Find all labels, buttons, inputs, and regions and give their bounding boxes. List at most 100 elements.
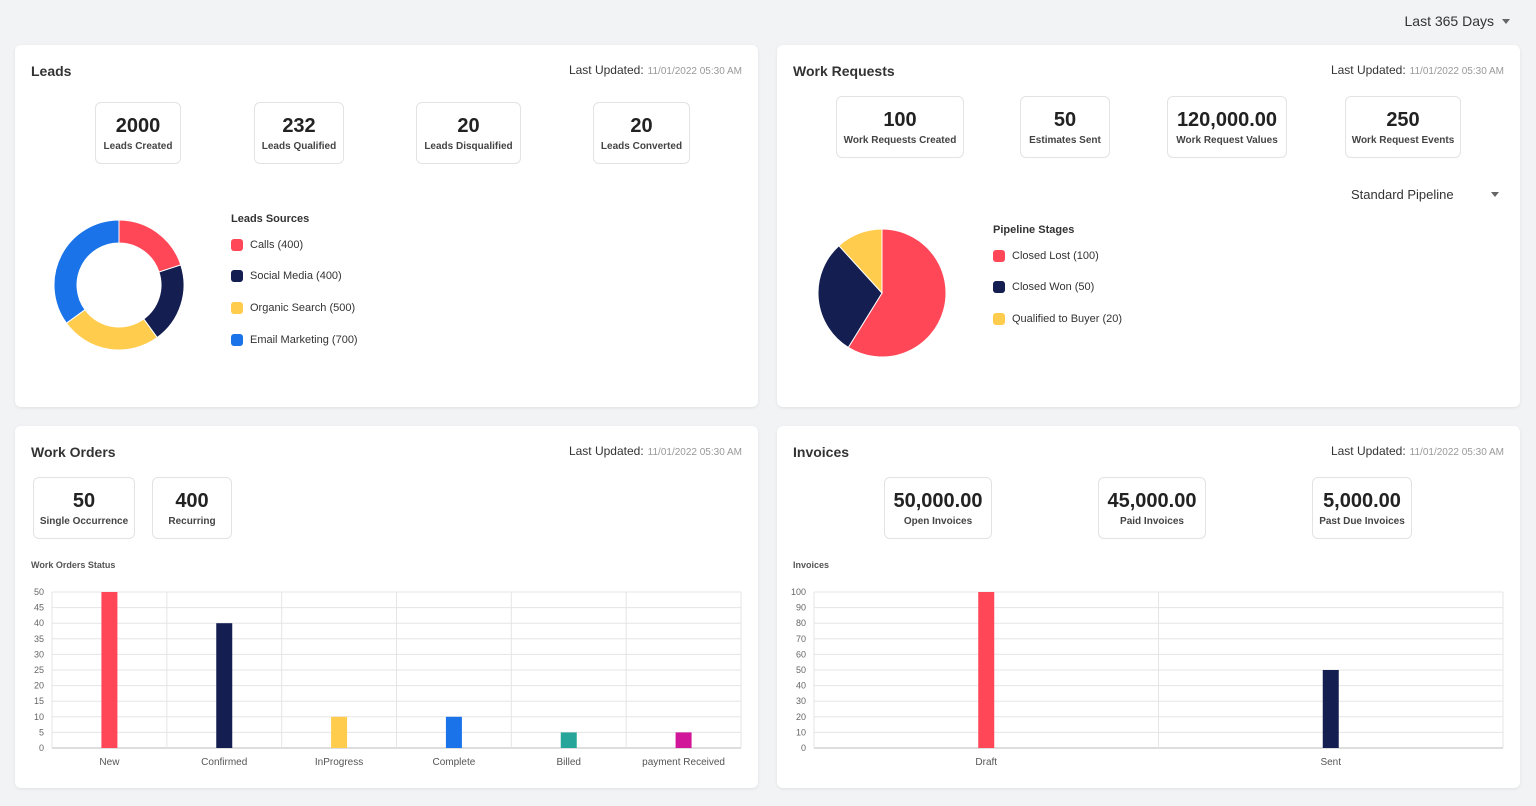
last-updated-time: 11/01/2022 05:30 AM <box>647 66 742 77</box>
x-tick-label: Complete <box>433 757 476 768</box>
invoices-card: Invoices Last Updated: 11/01/2022 05:30 A… <box>777 426 1520 788</box>
stat-value: 250 <box>1386 109 1420 131</box>
last-updated: Last Updated: 11/01/2022 05:30 AM <box>569 444 742 458</box>
last-updated-time: 11/01/2022 05:30 AM <box>1409 447 1504 458</box>
chart-label: Invoices <box>793 560 830 570</box>
stat-value: 50 <box>1053 109 1077 131</box>
leads-sources-donut-chart <box>53 219 185 351</box>
work-orders-status-bar-chart: 0 5 10 15 20 25 30 35 40 45 50 New Confirmed InProgre… <box>34 587 742 768</box>
y-tick-label: 60 <box>796 649 806 659</box>
legend-item-closed-lost: Closed Lost (100) <box>993 250 1099 262</box>
y-tick-label: 20 <box>34 681 44 691</box>
slice-closed-lost <box>847 228 947 358</box>
y-tick-label: 30 <box>796 696 806 706</box>
card-title: Leads <box>31 63 72 79</box>
legend-title: Pipeline Stages <box>993 224 1075 236</box>
chevron-down-icon <box>1491 192 1499 197</box>
legend-label: Social Media (400) <box>250 270 342 282</box>
slice-closed-won <box>817 244 883 349</box>
stat-value: 100 <box>883 109 917 131</box>
legend-item-email-marketing: Email Marketing (700) <box>231 334 358 346</box>
y-tick-label: 40 <box>796 681 806 691</box>
y-tick-label: 50 <box>34 587 44 597</box>
legend-label: Closed Won (50) <box>1012 281 1095 293</box>
y-tick-label: 45 <box>34 603 44 613</box>
pipeline-select-value: Standard Pipeline <box>1351 187 1454 202</box>
legend-label: Calls (400) <box>250 239 304 251</box>
swatch-yellow <box>231 302 243 314</box>
card-title: Work Requests <box>793 63 895 79</box>
work-requests-card: Work Requests Last Updated: 11/01/2022 05… <box>777 45 1520 407</box>
stat-past-due-invoices: 5,000.00 Past Due Invoices <box>1312 477 1412 539</box>
legend-label: Organic Search (500) <box>250 302 356 314</box>
stat-label: Work Request Events <box>1351 135 1455 146</box>
stat-label: Recurring <box>168 516 216 527</box>
legend-item-organic-search: Organic Search (500) <box>231 302 355 314</box>
stat-recurring: 400 Recurring <box>152 477 232 539</box>
x-tick-label: Confirmed <box>201 757 247 768</box>
stat-value: 5,000.00 <box>1323 490 1401 512</box>
x-tick-label: Draft <box>975 757 997 768</box>
slice-organic-search <box>65 308 158 351</box>
y-tick-label: 90 <box>796 603 806 613</box>
y-tick-label: 25 <box>34 665 44 675</box>
stat-work-requests-created: 100 Work Requests Created <box>836 96 964 158</box>
last-updated: Last Updated: 11/01/2022 05:30 AM <box>569 63 742 77</box>
y-tick-label: 50 <box>796 665 806 675</box>
stat-label: Past Due Invoices <box>1319 516 1405 527</box>
stat-work-request-values: 120,000.00 Work Request Values <box>1167 96 1287 158</box>
y-tick-label: 35 <box>34 634 44 644</box>
last-updated-label: Last Updated: <box>1330 444 1406 458</box>
x-tick-label: InProgress <box>315 757 363 768</box>
stat-label: Open Invoices <box>903 516 973 527</box>
legend-label: Closed Lost (100) <box>1012 250 1099 262</box>
x-tick-label: payment Received <box>642 757 725 768</box>
legend-title: Leads Sources <box>231 213 310 225</box>
date-range-label: Last 365 Days <box>1404 13 1495 29</box>
leads-card: Leads Last Updated: 11/01/2022 05:30 AM 2… <box>15 45 758 407</box>
last-updated: Last Updated: 11/01/2022 05:30 AM <box>1331 444 1504 458</box>
y-tick-label: 0 <box>801 743 806 753</box>
bar-confirmed <box>216 623 233 748</box>
x-tick-label: New <box>99 757 120 768</box>
stat-value: 120,000.00 <box>1176 109 1278 131</box>
x-tick-label: Sent <box>1320 757 1341 768</box>
y-tick-label: 40 <box>34 618 44 628</box>
stat-label: Single Occurrence <box>39 516 129 527</box>
y-tick-label: 5 <box>39 727 44 737</box>
pipeline-select[interactable]: Standard Pipeline <box>1351 187 1499 202</box>
legend-item-closed-won: Closed Won (50) <box>993 281 1094 293</box>
y-tick-label: 100 <box>791 587 806 597</box>
work-orders-card: Work Orders Last Updated: 11/01/2022 05:3… <box>15 426 758 788</box>
stat-label: Work Request Values <box>1176 135 1278 146</box>
stat-paid-invoices: 45,000.00 Paid Invoices <box>1098 477 1206 539</box>
stat-value: 45,000.00 <box>1107 490 1197 512</box>
y-tick-label: 10 <box>796 727 806 737</box>
bar-complete <box>445 716 462 748</box>
legend-item-social-media: Social Media (400) <box>231 270 342 282</box>
y-tick-label: 80 <box>796 618 806 628</box>
card-title: Work Orders <box>31 444 116 460</box>
swatch-navy <box>993 281 1005 293</box>
stat-work-request-events: 250 Work Request Events <box>1345 96 1461 158</box>
bar-draft <box>978 592 995 748</box>
last-updated: Last Updated: 11/01/2022 05:30 AM <box>1331 63 1504 77</box>
stat-label: Paid Invoices <box>1120 516 1184 527</box>
stat-value: 232 <box>282 115 316 137</box>
invoices-bar-chart: 0 10 20 30 40 50 60 70 80 90 100 Draft Sent <box>791 587 1504 768</box>
stat-value: 20 <box>630 115 653 137</box>
y-tick-label: 15 <box>34 696 44 706</box>
swatch-navy <box>231 270 243 282</box>
stat-leads-created: 2000 Leads Created <box>95 102 181 164</box>
bar-payment-received <box>675 732 692 748</box>
x-tick-label: Billed <box>557 757 581 768</box>
y-tick-label: 10 <box>34 712 44 722</box>
bar-sent <box>1322 670 1339 748</box>
stat-value: 20 <box>457 115 480 137</box>
stat-open-invoices: 50,000.00 Open Invoices <box>884 477 992 539</box>
stat-single-occurrence: 50 Single Occurrence <box>33 477 135 539</box>
stat-label: Leads Converted <box>600 141 683 152</box>
date-range-select[interactable]: Last 365 Days <box>1404 13 1510 29</box>
slice-calls <box>118 219 182 273</box>
stat-leads-converted: 20 Leads Converted <box>593 102 690 164</box>
